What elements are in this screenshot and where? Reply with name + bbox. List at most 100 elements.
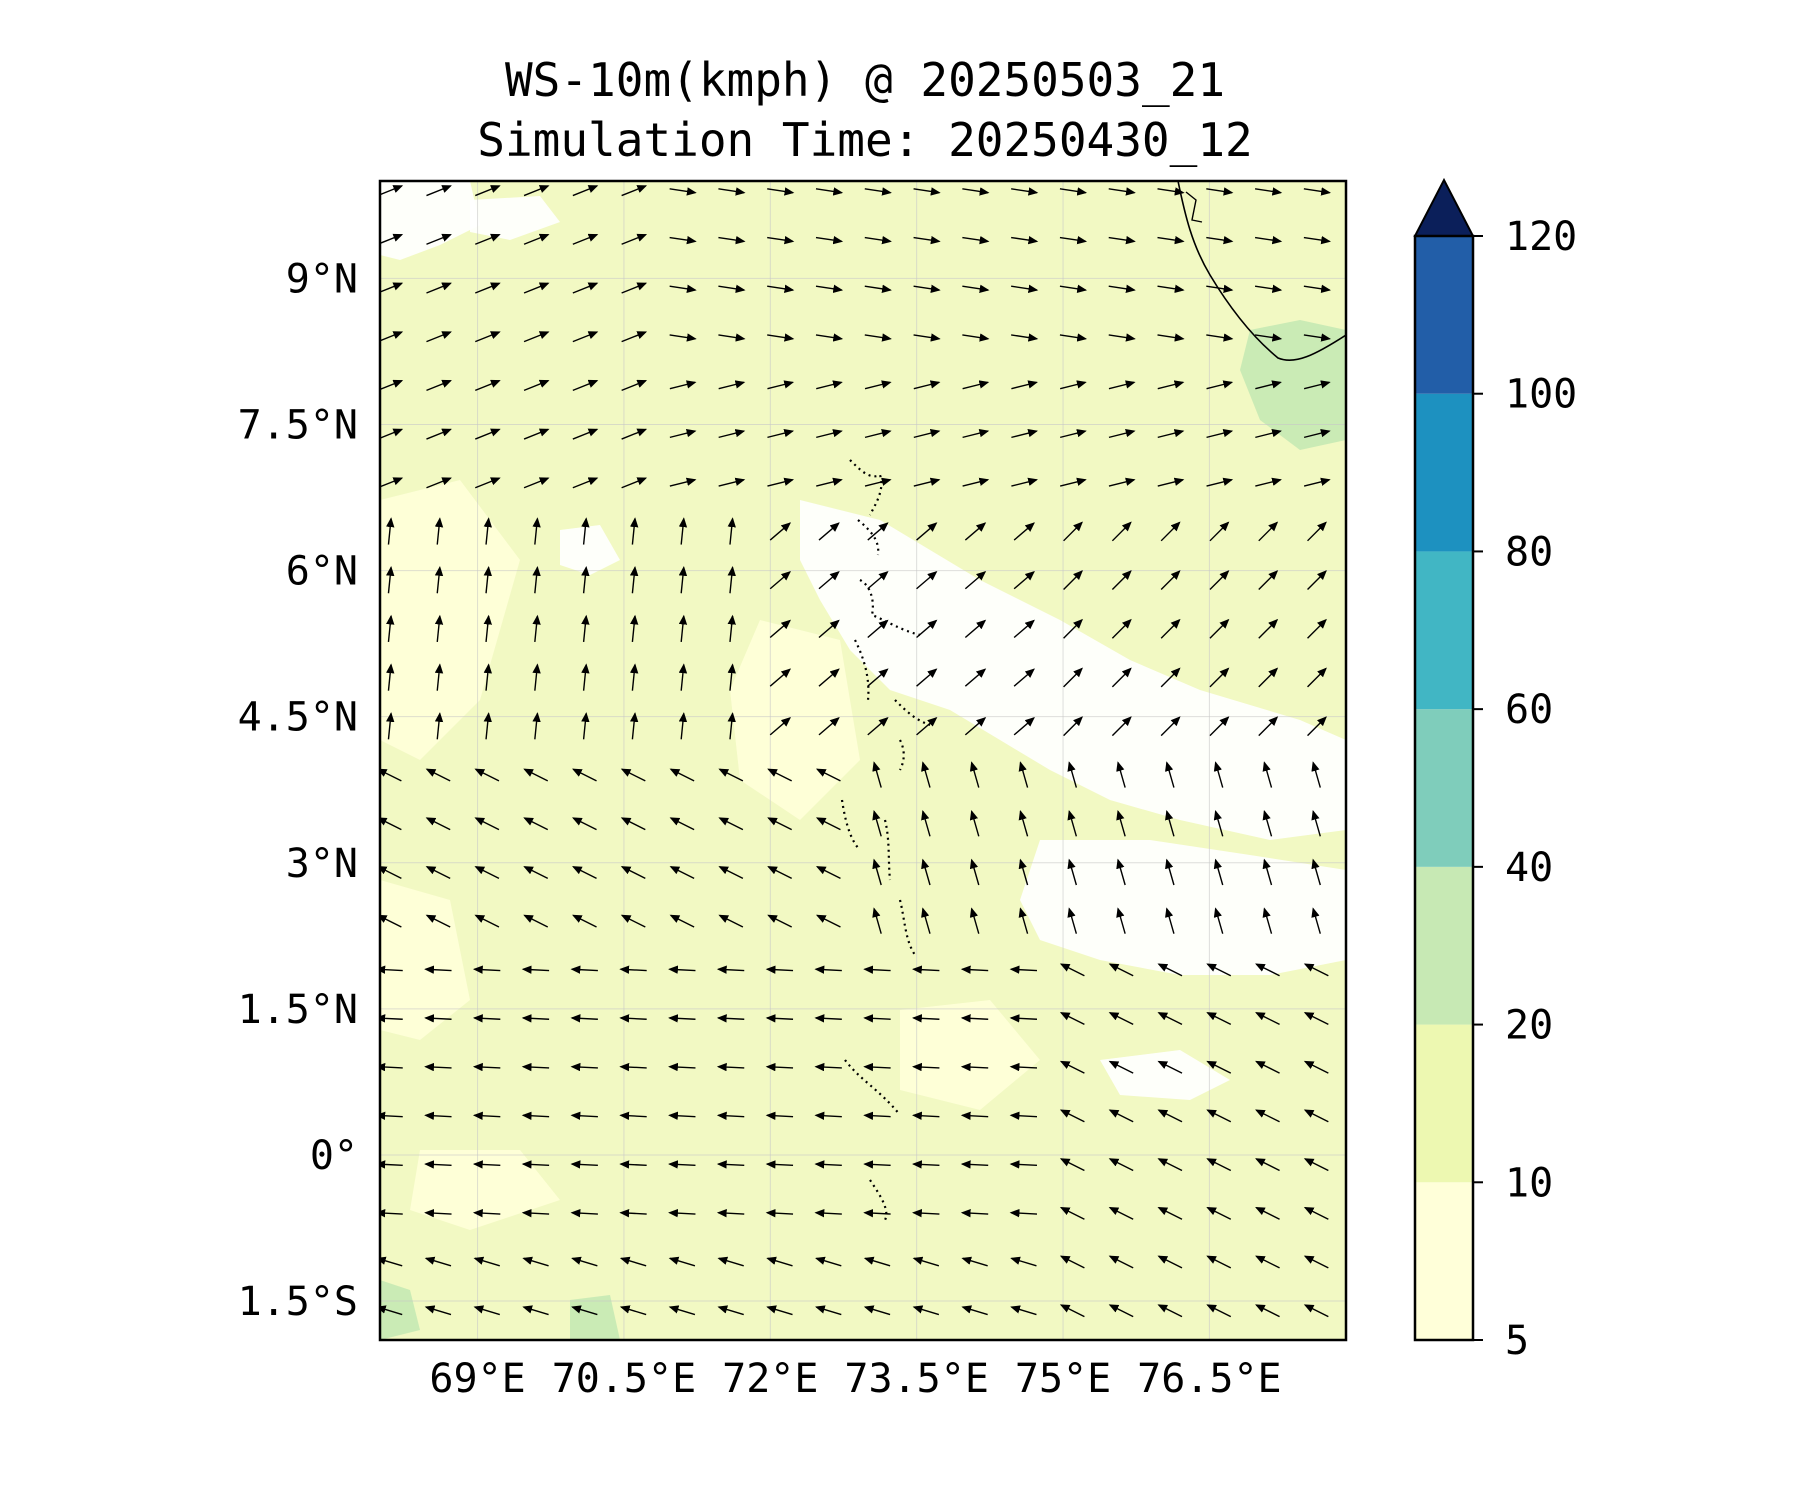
wind-arrow xyxy=(718,429,746,439)
wind-arrow xyxy=(1059,963,1085,977)
wind-arrow xyxy=(767,768,793,782)
speed-region xyxy=(1020,840,1346,975)
wind-arrow xyxy=(669,333,697,342)
wind-arrow xyxy=(1116,809,1126,837)
wind-arrow xyxy=(424,1208,452,1218)
wind-arrow xyxy=(765,1014,794,1023)
wind-arrow xyxy=(629,517,639,545)
wind-arrow xyxy=(522,1256,549,1267)
wind-arrow xyxy=(1303,284,1331,293)
wind-arrow xyxy=(1108,1158,1134,1172)
wind-arrow xyxy=(960,1208,989,1218)
colorbar-tick-label: 60 xyxy=(1505,687,1553,733)
wind-arrow xyxy=(425,768,451,782)
wind-arrow xyxy=(816,380,843,390)
wind-arrow xyxy=(718,768,744,782)
wind-arrow xyxy=(1206,187,1234,196)
wind-arrow xyxy=(718,817,744,831)
wind-arrow xyxy=(521,965,550,974)
wind-arrow xyxy=(669,817,695,831)
wind-arrow xyxy=(669,914,695,928)
wind-arrow xyxy=(1108,187,1136,196)
wind-arrow xyxy=(483,712,492,740)
wind-arrow xyxy=(472,965,501,974)
wind-arrow xyxy=(1311,809,1321,837)
wind-arrow xyxy=(678,712,688,740)
wind-arrow xyxy=(1111,521,1132,542)
coastlines xyxy=(840,181,1346,1221)
wind-arrow xyxy=(1111,570,1132,591)
wind-arrow xyxy=(620,768,646,782)
wind-arrow xyxy=(1206,333,1234,342)
wind-arrow xyxy=(1258,570,1279,591)
wind-arrow xyxy=(380,768,402,782)
wind-arrow xyxy=(814,1062,842,1072)
wind-arrow xyxy=(1209,667,1230,688)
gridlines xyxy=(380,181,1346,1340)
lat-tick-label: 1.5°S xyxy=(238,1279,358,1325)
wind-arrow xyxy=(668,1160,696,1169)
wind-arrow xyxy=(1206,1304,1232,1318)
map-title: WS-10m(kmph) @ 20250503_21 xyxy=(504,53,1226,107)
wind-arrow xyxy=(678,663,688,691)
wind-arrow xyxy=(872,907,882,934)
wind-arrow xyxy=(1108,235,1136,245)
wind-arrow xyxy=(767,477,795,487)
wind-arrow xyxy=(815,914,841,928)
lat-tick-label: 9°N xyxy=(286,256,358,302)
wind-arrow xyxy=(765,1062,794,1072)
wind-arrow xyxy=(962,284,990,293)
colorbar-segment xyxy=(1415,393,1473,552)
wind-arrow xyxy=(570,965,598,974)
wind-arrow xyxy=(1157,187,1185,196)
wind-arrow xyxy=(570,1062,598,1072)
wind-arrow xyxy=(815,284,844,293)
wind-arrow xyxy=(1013,522,1035,541)
wind-arrow xyxy=(581,663,590,691)
wind-arrow xyxy=(727,565,736,594)
wind-arrow xyxy=(766,1256,793,1267)
wind-arrow xyxy=(521,1111,550,1120)
wind-arrow xyxy=(572,185,599,197)
wind-arrow xyxy=(424,1256,452,1267)
wind-arrow xyxy=(483,663,492,691)
wind-arrow xyxy=(475,428,501,440)
wind-arrow xyxy=(1213,809,1224,837)
wind-arrow xyxy=(1254,235,1283,245)
wind-arrow xyxy=(767,187,795,196)
wind-arrow xyxy=(1213,761,1224,788)
wind-arrow xyxy=(1255,429,1282,439)
wind-arrow xyxy=(769,522,791,541)
wind-arrow xyxy=(1311,907,1321,934)
wind-arrow xyxy=(380,331,404,342)
wind-arrow xyxy=(765,1160,794,1169)
wind-arrow xyxy=(912,1256,940,1267)
wind-arrow xyxy=(424,1062,452,1072)
wind-arrow xyxy=(1303,187,1331,196)
wind-arrow xyxy=(1206,1255,1232,1269)
wind-arrow xyxy=(1206,1206,1232,1220)
wind-arrow xyxy=(620,817,646,831)
wind-arrow xyxy=(572,282,599,294)
wind-arrow xyxy=(716,965,745,974)
wind-arrow xyxy=(921,809,931,837)
wind-arrow xyxy=(570,1160,598,1169)
wind-arrow xyxy=(483,614,492,643)
wind-arrow xyxy=(961,1305,988,1316)
lon-tick-label: 70.5°E xyxy=(552,1356,697,1402)
wind-arrow xyxy=(1258,618,1279,639)
wind-arrow xyxy=(815,1256,842,1267)
wind-arrow xyxy=(1010,1256,1037,1267)
wind-arrow xyxy=(916,619,938,639)
wind-arrow xyxy=(523,282,550,294)
wind-arrow xyxy=(1018,907,1029,934)
wind-arrow xyxy=(964,717,987,736)
wind-arrow xyxy=(668,1256,696,1267)
wind-arrow xyxy=(473,1256,500,1267)
wind-arrow xyxy=(1108,429,1136,439)
wind-arrow xyxy=(1108,1109,1134,1123)
wind-arrow xyxy=(669,866,695,879)
wind-arrow xyxy=(629,712,639,740)
wind-arrow xyxy=(1255,963,1280,977)
